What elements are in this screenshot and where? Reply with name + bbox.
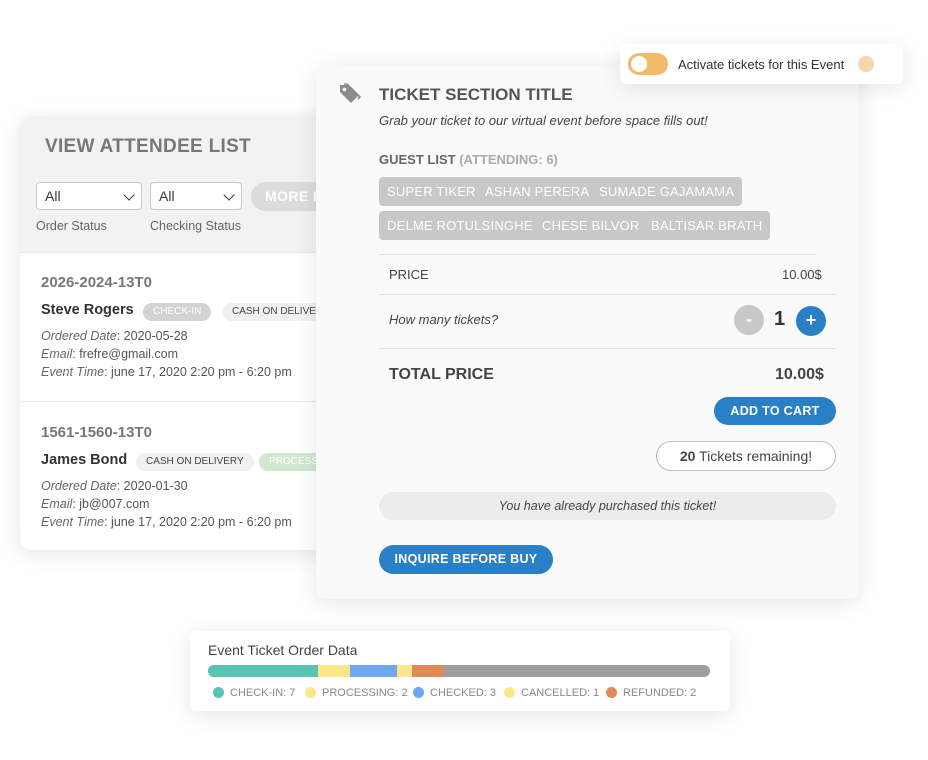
attendee-email: Email: jb@007.com <box>41 497 150 511</box>
total-price-value: 10.00$ <box>775 366 824 383</box>
payment-badge: CASH ON DELIVERY <box>136 453 254 471</box>
legend-dot <box>606 687 617 698</box>
info-icon[interactable] <box>858 56 874 72</box>
order-data-bar <box>208 665 710 677</box>
ordered-date: Ordered Date: 2020-05-28 <box>41 329 188 343</box>
divider <box>379 294 836 295</box>
order-data-title: Event Ticket Order Data <box>208 642 358 658</box>
divider <box>379 348 836 349</box>
price-value: 10.00$ <box>782 267 822 282</box>
quantity-value: 1 <box>774 308 786 330</box>
legend-dot <box>413 687 424 698</box>
order-status-value: All <box>45 188 61 204</box>
status-badge: PROCESSI <box>259 453 331 471</box>
order-data-card: Event Ticket Order Data CHECK-IN: 7 PROC… <box>190 631 730 711</box>
ticket-title: TICKET SECTION TITLE <box>379 85 573 104</box>
order-id: 1561-1560-13T0 <box>41 424 152 441</box>
guest-chip: SUMADE GAJAMAMA <box>591 177 743 206</box>
increase-quantity-button[interactable]: + <box>796 306 826 336</box>
ordered-date: Ordered Date: 2020-01-30 <box>41 479 188 493</box>
guest-chip: CHESE BILVOR <box>534 211 648 240</box>
legend-dot <box>504 687 515 698</box>
legend-refunded: REFUNDED: 2 <box>606 687 696 699</box>
event-time: Event Time: june 17, 2020 2:20 pm - 6:20… <box>41 365 292 379</box>
inquire-before-buy-button[interactable]: INQUIRE BEFORE BUY <box>379 545 553 574</box>
attendee-list-title: VIEW ATTENDEE LIST <box>45 136 251 157</box>
event-time: Event Time: june 17, 2020 2:20 pm - 6:20… <box>41 515 292 529</box>
checking-status-label: Checking Status <box>150 219 242 233</box>
checking-status-value: All <box>159 188 175 204</box>
guest-chip: ASHAN PERERA <box>477 177 598 206</box>
toggle-knob <box>631 56 647 72</box>
tag-icon <box>340 83 362 103</box>
attending-count: (ATTENDING: 6) <box>459 152 558 167</box>
legend-cancelled: CANCELLED: 1 <box>504 687 599 699</box>
ticket-card: TICKET SECTION TITLE Grab your ticket to… <box>316 65 859 599</box>
chevron-down-icon <box>123 189 135 201</box>
add-to-cart-button[interactable]: ADD TO CART <box>714 397 836 425</box>
attendee-list-header: VIEW ATTENDEE LIST All Order Status All … <box>20 116 360 253</box>
attendee-name: James Bond <box>41 452 128 468</box>
divider <box>379 254 816 255</box>
activate-tickets-label: Activate tickets for this Event <box>678 57 845 72</box>
bar-segment-processing <box>318 665 350 677</box>
chevron-down-icon <box>223 189 235 201</box>
legend-dot <box>305 687 316 698</box>
legend-check-in: CHECK-IN: 7 <box>213 687 295 699</box>
legend-checked: CHECKED: 3 <box>413 687 496 699</box>
bar-segment-checked <box>349 665 397 677</box>
activate-tickets-toggle[interactable] <box>628 53 668 75</box>
order-status-label: Order Status <box>36 219 107 233</box>
checking-status-select[interactable]: All <box>150 182 242 210</box>
order-status-select[interactable]: All <box>36 182 142 210</box>
guest-chip: BALTISAR BRATH <box>643 211 771 240</box>
purchased-notice: You have already purchased this ticket! <box>379 492 836 520</box>
bar-segment-refunded <box>412 665 444 677</box>
guest-chip: DELME ROTULSINGHE <box>379 211 541 240</box>
bar-segment-cancelled <box>396 665 413 677</box>
guest-list-label: GUEST LIST (ATTENDING: 6) <box>379 152 558 167</box>
order-divider <box>20 401 360 402</box>
attendee-order[interactable]: 1561-1560-13T0 James Bond CASH ON DELIVE… <box>20 402 360 550</box>
attendee-email: Email: frefre@gmail.com <box>41 347 179 361</box>
legend-processing: PROCESSING: 2 <box>305 687 408 699</box>
attendee-name: Steve Rogers <box>41 302 134 318</box>
guest-chip: SUPER TIKER <box>379 177 484 206</box>
price-label: PRICE <box>389 267 429 282</box>
ticket-subtitle: Grab your ticket to our virtual event be… <box>379 113 708 128</box>
legend-dot <box>213 687 224 698</box>
bar-segment-check-in <box>208 665 319 677</box>
activate-tickets-bar: Activate tickets for this Event <box>620 44 903 84</box>
attendee-order[interactable]: 2026-2024-13T0 Steve Rogers CHECK-IN CAS… <box>20 252 360 402</box>
total-price-label: TOTAL PRICE <box>389 366 494 383</box>
tickets-remaining: 20 Tickets remaining! <box>656 441 836 471</box>
status-badge: CHECK-IN <box>143 303 212 321</box>
order-id: 2026-2024-13T0 <box>41 274 152 291</box>
attendee-list-card: VIEW ATTENDEE LIST All Order Status All … <box>20 116 360 550</box>
payment-badge: CASH ON DELIVER <box>222 303 334 321</box>
decrease-quantity-button[interactable]: - <box>734 305 764 335</box>
quantity-label: How many tickets? <box>389 312 499 327</box>
